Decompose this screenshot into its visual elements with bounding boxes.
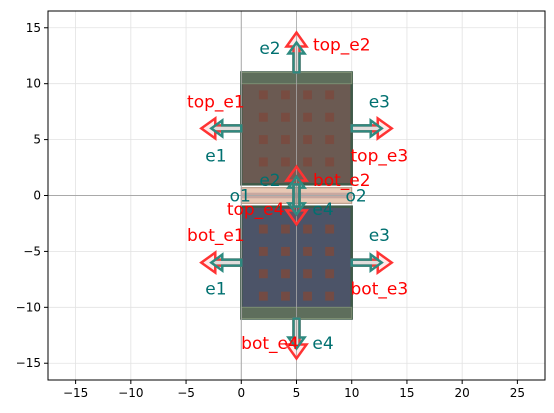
via	[325, 112, 335, 122]
via	[281, 157, 290, 167]
port-label: bot_e4	[241, 334, 299, 354]
via	[325, 90, 335, 100]
port-label: e1	[205, 146, 226, 166]
via	[325, 246, 335, 256]
port-label: top_e4	[227, 200, 285, 220]
via	[325, 157, 335, 167]
y-tick-label: 0	[33, 189, 41, 203]
e1-arrow	[209, 252, 243, 274]
via	[258, 291, 268, 301]
plot-area	[48, 11, 545, 380]
via	[303, 157, 312, 167]
via	[281, 291, 290, 301]
y-tick-label: −15	[16, 356, 41, 370]
via	[303, 246, 312, 256]
port-label: bot_e1	[187, 226, 245, 246]
x-tick-label: 5	[293, 386, 301, 400]
via	[303, 224, 312, 234]
e2-arrow	[286, 40, 307, 74]
y-tick-label: 15	[26, 21, 41, 35]
via	[258, 90, 268, 100]
via	[281, 269, 290, 279]
port-label: e2	[259, 171, 280, 191]
via	[303, 135, 312, 145]
e3-arrow	[350, 117, 384, 139]
x-tick-label: 20	[455, 386, 470, 400]
port-label: top_e1	[187, 93, 245, 113]
port-label: bot_e3	[351, 279, 409, 299]
via	[325, 291, 335, 301]
port-label: o1	[230, 187, 251, 207]
via	[281, 246, 290, 256]
via	[325, 135, 335, 145]
port-label: e4	[312, 200, 333, 220]
port-label: e1	[205, 279, 226, 299]
via	[303, 112, 312, 122]
y-tick-label: −10	[16, 300, 41, 314]
x-tick-label: 15	[399, 386, 414, 400]
via	[258, 246, 268, 256]
via	[258, 269, 268, 279]
e2-arrow	[286, 174, 307, 208]
e3-arrow	[350, 252, 384, 274]
port-label: top_e3	[351, 146, 409, 166]
via	[303, 269, 312, 279]
x-tick-label: −15	[63, 386, 88, 400]
via	[258, 135, 268, 145]
via	[281, 112, 290, 122]
via	[325, 269, 335, 279]
x-tick-label: 25	[510, 386, 525, 400]
port-label: e2	[259, 39, 280, 59]
e4-arrow	[286, 317, 307, 351]
via	[258, 157, 268, 167]
e1-arrow	[209, 117, 243, 139]
port-label: e3	[369, 226, 390, 246]
port-label: e4	[312, 334, 333, 354]
x-tick-label: −5	[177, 386, 195, 400]
via	[258, 112, 268, 122]
via	[281, 135, 290, 145]
via	[303, 291, 312, 301]
via	[258, 224, 268, 234]
y-tick-label: 10	[26, 77, 41, 91]
port-label: o2	[346, 187, 367, 207]
via	[281, 224, 290, 234]
port-label: e3	[369, 93, 390, 113]
x-tick-label: 0	[237, 386, 245, 400]
via	[325, 224, 335, 234]
y-tick-label: −5	[23, 244, 41, 258]
via	[303, 90, 312, 100]
y-tick-label: 5	[33, 133, 41, 147]
port-label: top_e2	[313, 36, 371, 56]
via	[281, 90, 290, 100]
x-tick-label: 10	[344, 386, 359, 400]
port-label: bot_e2	[313, 171, 371, 191]
x-tick-label: −10	[118, 386, 143, 400]
